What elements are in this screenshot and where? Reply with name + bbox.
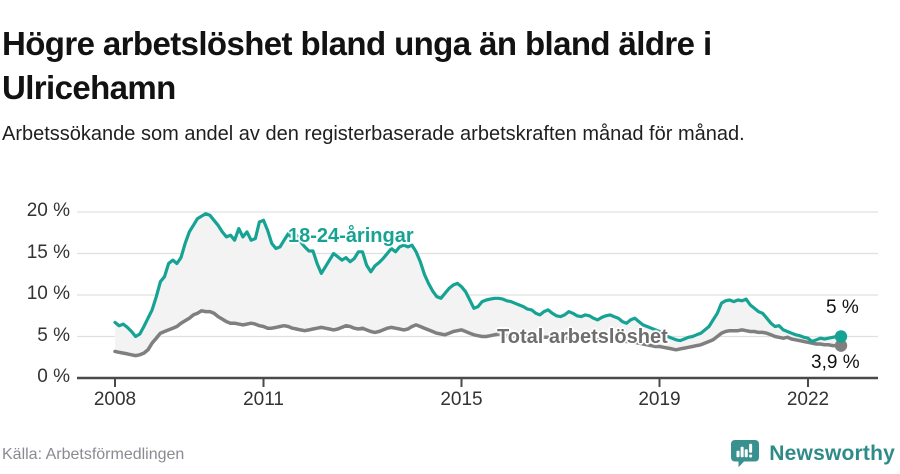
series-line-total	[113, 309, 843, 358]
y-tick-label: 20 %	[26, 200, 70, 221]
end-dot-total	[834, 339, 848, 352]
end-value-young: 5 %	[826, 297, 859, 318]
x-tick-label: 2008	[93, 389, 137, 410]
series-label-young: 18-24-åringar	[288, 225, 414, 247]
fill-between-series	[115, 213, 841, 356]
newsworthy-icon	[731, 440, 760, 468]
series-label-total: Total arbetslöshet	[497, 326, 668, 348]
end-dot-young	[834, 330, 848, 343]
source-note: Källa: Arbetsförmedlingen	[2, 446, 185, 463]
x-tick-label: 2022	[786, 389, 830, 410]
newsworthy-logo[interactable]: Newsworthy	[730, 439, 895, 469]
y-tick-label: 10 %	[26, 283, 70, 304]
y-tick-label: 5 %	[37, 324, 70, 346]
series-line-young	[113, 212, 843, 344]
x-tick-label: 2011	[243, 389, 284, 410]
end-value-total: 3,9 %	[811, 352, 860, 373]
x-tick-label: 2015	[440, 389, 483, 410]
page-subtitle: Arbetssökande som andel av den registerb…	[2, 123, 745, 145]
y-tick-label: 0 %	[37, 366, 70, 387]
x-tick-label: 2019	[638, 389, 681, 410]
newsworthy-wordmark: Newsworthy	[769, 442, 895, 465]
page-title: Högre arbetslöshet bland unga än bland ä…	[2, 25, 712, 107]
y-tick-label: 15 %	[26, 241, 70, 263]
